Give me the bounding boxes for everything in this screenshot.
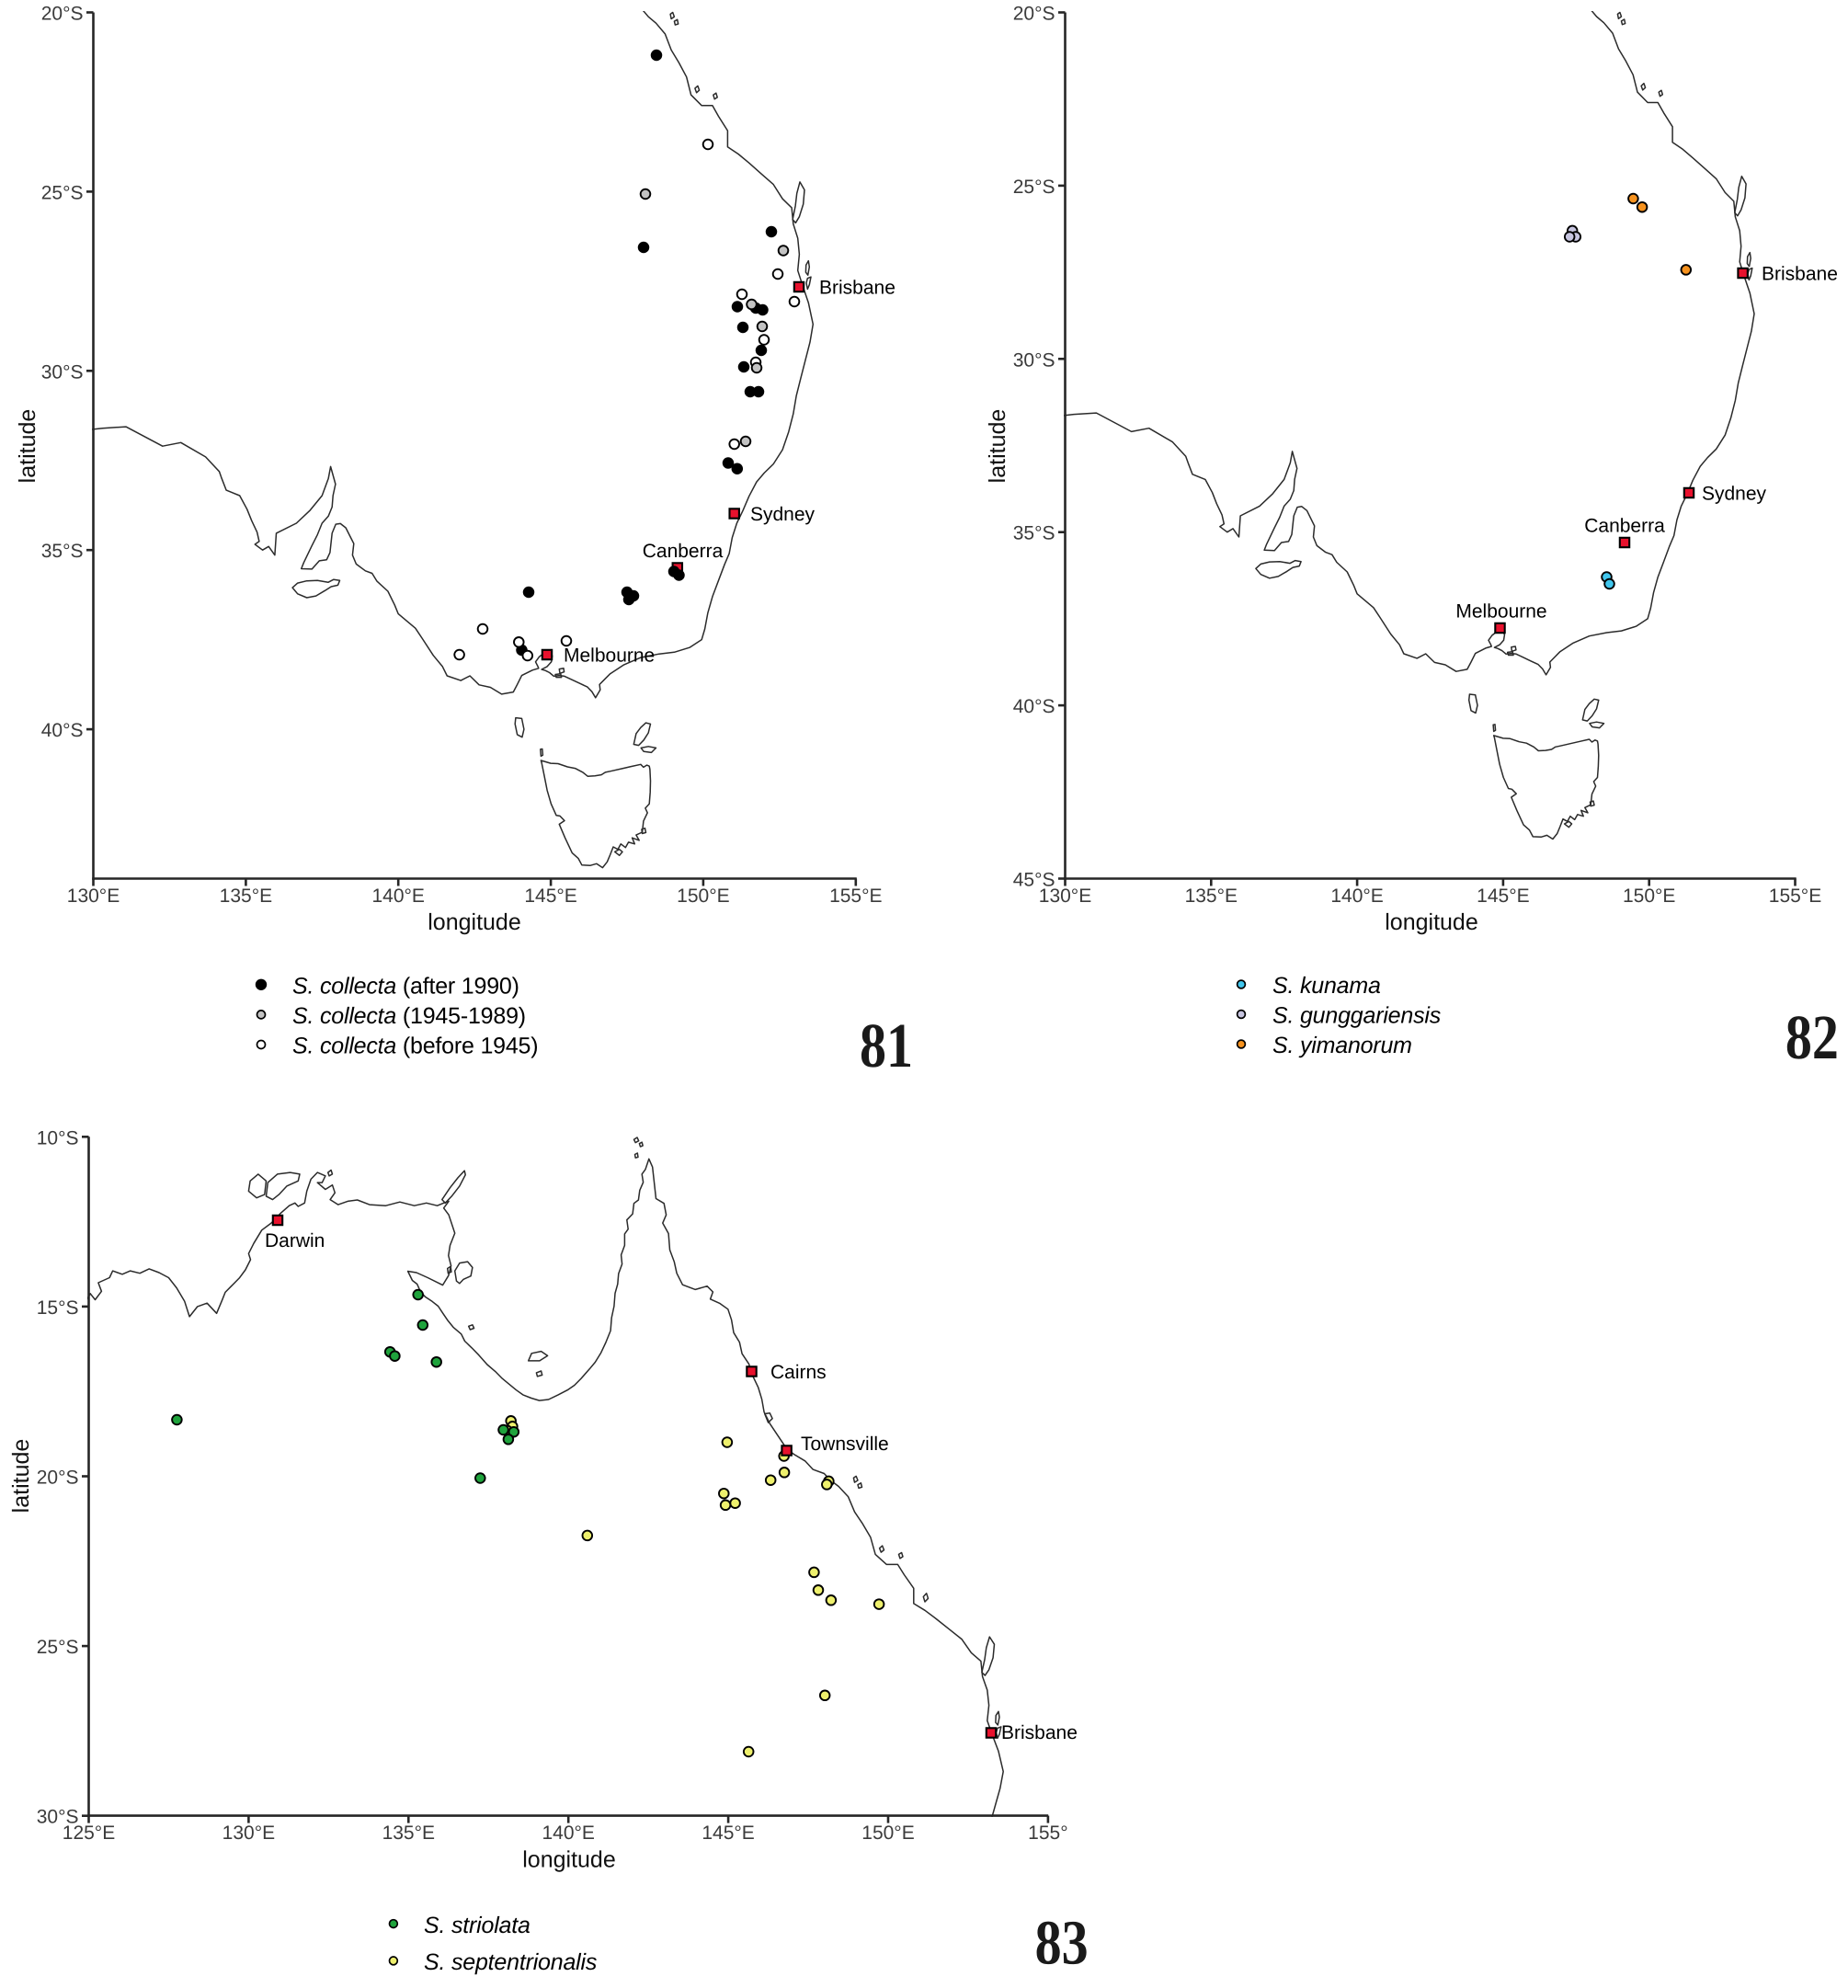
svg-text:latitude: latitude — [15, 409, 40, 484]
svg-text:longitude: longitude — [1385, 909, 1477, 935]
svg-text:S. collecta (1945-1989): S. collecta (1945-1989) — [292, 1003, 526, 1029]
svg-text:150°E: 150°E — [677, 885, 729, 907]
svg-text:155°: 155° — [1028, 1822, 1067, 1844]
svg-text:Canberra: Canberra — [643, 541, 724, 562]
svg-text:10°S: 10°S — [37, 1127, 79, 1148]
svg-text:Brisbane: Brisbane — [1001, 1722, 1078, 1743]
svg-text:Melbourne: Melbourne — [564, 646, 655, 667]
svg-text:135°E: 135°E — [1185, 885, 1238, 907]
svg-text:30°S: 30°S — [1013, 349, 1055, 371]
svg-text:145°E: 145°E — [524, 885, 576, 907]
svg-text:130°E: 130°E — [222, 1822, 275, 1844]
svg-text:140°E: 140°E — [1330, 885, 1383, 907]
svg-text:20°S: 20°S — [41, 4, 84, 25]
svg-text:Darwin: Darwin — [265, 1230, 325, 1251]
svg-text:45°S: 45°S — [1013, 870, 1055, 891]
svg-text:145°E: 145°E — [1477, 885, 1529, 907]
svg-text:Brisbane: Brisbane — [1762, 264, 1838, 285]
svg-text:15°S: 15°S — [37, 1297, 79, 1319]
svg-text:Brisbane: Brisbane — [819, 278, 895, 299]
svg-text:150°E: 150°E — [1623, 885, 1675, 907]
svg-text:20°S: 20°S — [37, 1468, 79, 1489]
svg-text:S. collecta (after 1990): S. collecta (after 1990) — [292, 973, 519, 999]
svg-text:Sydney: Sydney — [1702, 484, 1767, 505]
svg-text:140°E: 140°E — [542, 1822, 594, 1844]
svg-text:30°S: 30°S — [41, 361, 84, 383]
svg-text:Cairns: Cairns — [770, 1362, 827, 1383]
svg-text:35°S: 35°S — [1013, 523, 1055, 544]
svg-text:latitude: latitude — [8, 1439, 34, 1514]
svg-text:S. collecta (before 1945): S. collecta (before 1945) — [292, 1033, 538, 1058]
svg-text:130°E: 130°E — [67, 885, 120, 907]
svg-text:125°E: 125°E — [63, 1822, 115, 1844]
svg-text:25°S: 25°S — [37, 1637, 79, 1658]
svg-text:145°E: 145°E — [702, 1822, 754, 1844]
svg-text:Melbourne: Melbourne — [1455, 601, 1546, 623]
svg-text:81: 81 — [860, 1011, 913, 1080]
svg-text:longitude: longitude — [522, 1847, 615, 1873]
svg-text:135°E: 135°E — [220, 885, 272, 907]
svg-text:S. gunggariensis: S. gunggariensis — [1272, 1003, 1441, 1029]
svg-text:20°S: 20°S — [1013, 4, 1055, 25]
svg-text:S. striolata: S. striolata — [424, 1913, 530, 1938]
svg-text:82: 82 — [1785, 1002, 1839, 1072]
svg-text:25°S: 25°S — [1013, 177, 1055, 198]
svg-text:155°E: 155°E — [1769, 885, 1821, 907]
svg-text:latitude: latitude — [985, 409, 1010, 484]
svg-text:130°E: 130°E — [1039, 885, 1091, 907]
svg-text:40°S: 40°S — [1013, 696, 1055, 717]
svg-text:35°S: 35°S — [41, 541, 84, 562]
svg-text:S. yimanorum: S. yimanorum — [1272, 1033, 1412, 1058]
svg-text:Townsville: Townsville — [801, 1434, 889, 1455]
svg-text:25°S: 25°S — [41, 182, 84, 203]
svg-text:longitude: longitude — [428, 909, 520, 935]
svg-text:S. septentrionalis: S. septentrionalis — [424, 1949, 597, 1975]
svg-text:S. kunama: S. kunama — [1272, 973, 1381, 999]
svg-text:Canberra: Canberra — [1584, 516, 1665, 537]
svg-text:83: 83 — [1035, 1907, 1089, 1977]
svg-text:40°S: 40°S — [41, 720, 84, 741]
svg-text:135°E: 135°E — [382, 1822, 435, 1844]
svg-text:140°E: 140°E — [371, 885, 424, 907]
svg-text:150°E: 150°E — [861, 1822, 914, 1844]
svg-text:155°E: 155°E — [829, 885, 882, 907]
svg-text:30°S: 30°S — [37, 1807, 79, 1828]
svg-text:Sydney: Sydney — [750, 504, 816, 525]
